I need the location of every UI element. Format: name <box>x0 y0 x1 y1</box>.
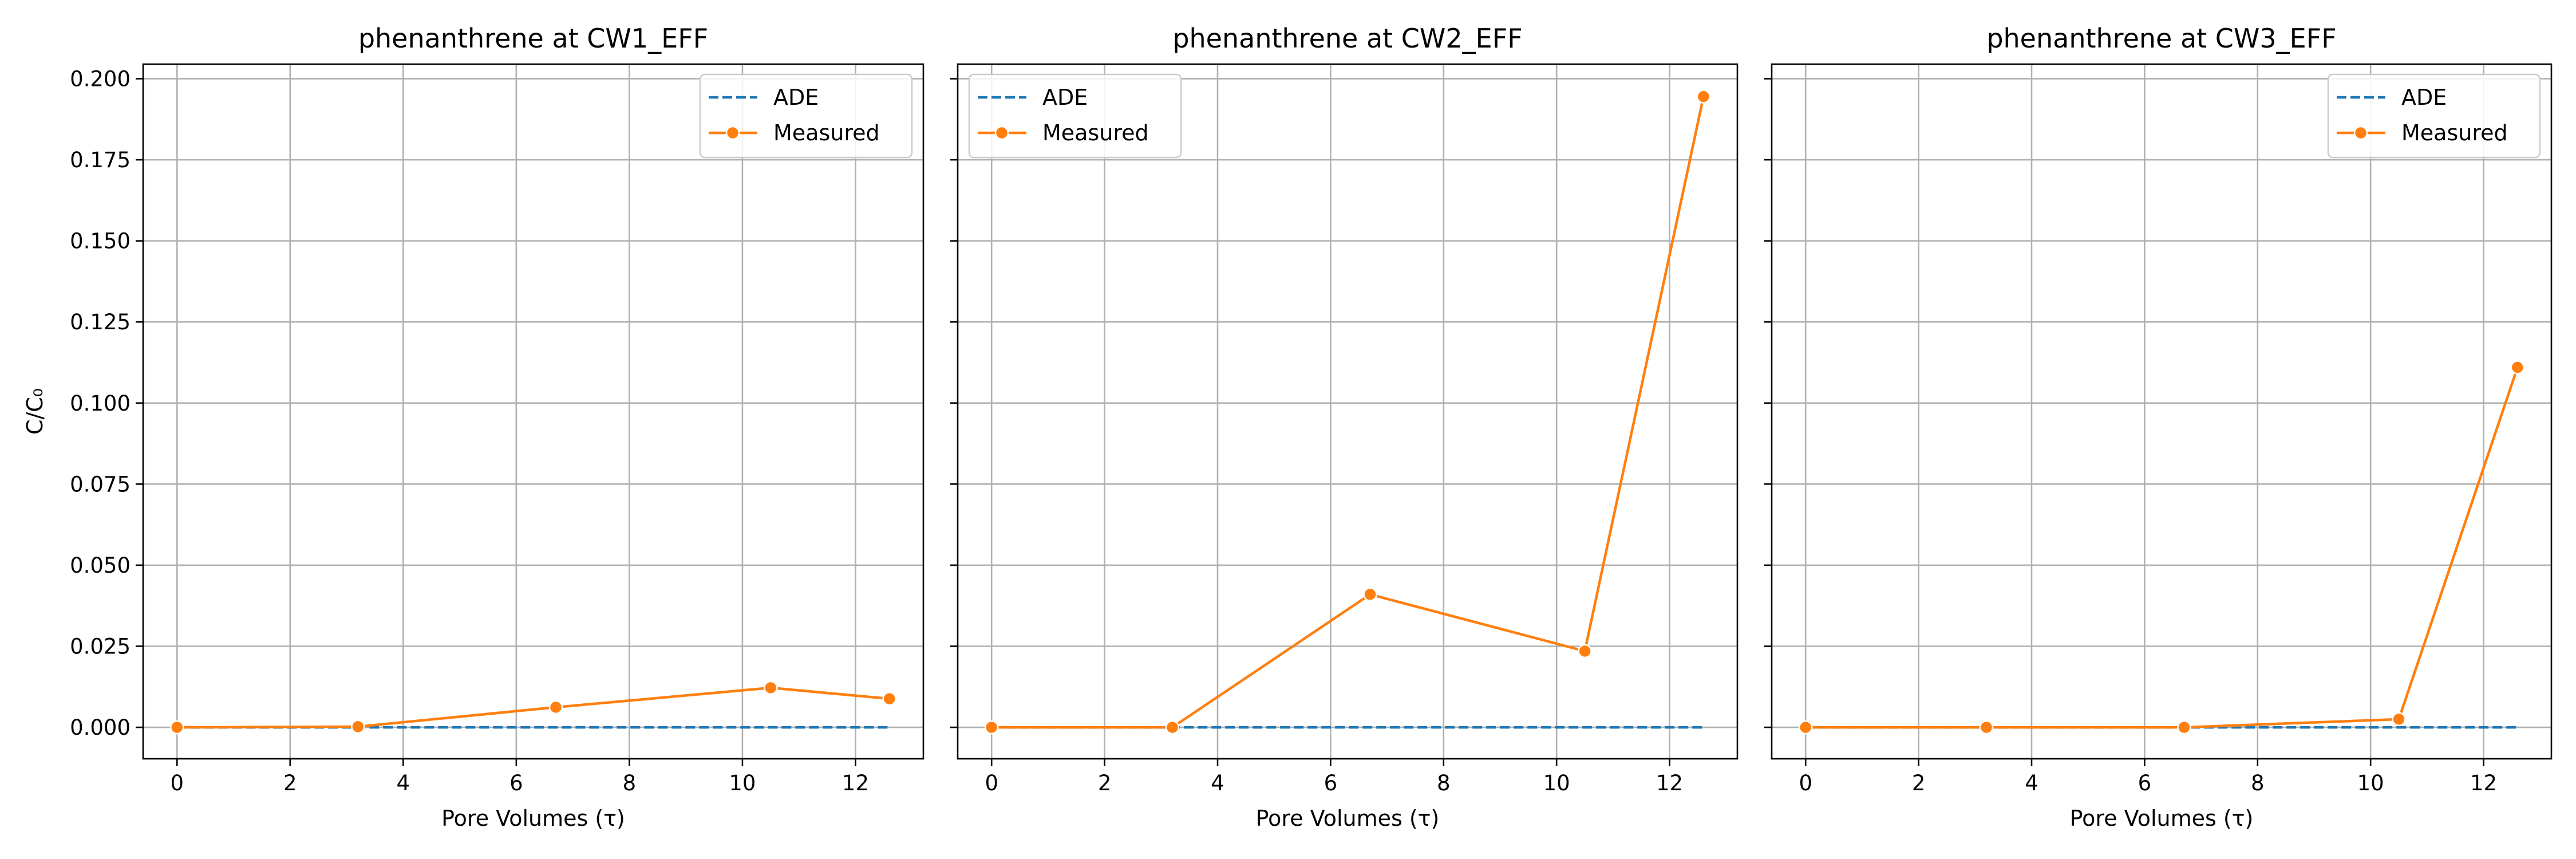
legend-label-ade: ADE <box>2401 85 2447 110</box>
x-tick-label: 0 <box>985 771 998 795</box>
data-point <box>2177 720 2191 735</box>
x-tick-label: 12 <box>842 771 869 795</box>
legend-label-measured: Measured <box>1042 120 1149 145</box>
data-point <box>1798 720 1813 735</box>
legend-box <box>2327 73 2541 159</box>
data-point <box>1696 89 1711 104</box>
chart-panel-1: 0 2 4 6 8 10 12 0.000 0.025 0.050 0.075 0.100 0.125 0… <box>22 23 924 831</box>
series-line-measured <box>177 686 890 729</box>
axes-frame <box>142 63 924 760</box>
x-tick-label: 10 <box>729 771 756 795</box>
series-line-measured <box>991 96 1705 729</box>
data-point <box>764 680 778 695</box>
axes-frame <box>1771 63 2553 760</box>
x-tick-label: 6 <box>509 771 523 795</box>
legend-marker <box>2353 125 2368 140</box>
data-point <box>984 720 999 735</box>
legend-box <box>699 73 913 159</box>
y-tick-label: 0.025 <box>70 634 131 659</box>
x-tick-label: 8 <box>1437 771 1451 795</box>
data-point <box>882 691 896 706</box>
y-tick-label: 0.200 <box>70 66 131 91</box>
legend-label-ade: ADE <box>1042 85 1088 110</box>
data-point <box>170 720 184 735</box>
chart-panel-2: 0 2 4 6 8 10 12 phenanthrene at CW2_EFF Pore Vol… <box>950 23 1739 831</box>
legend: ADE Measured <box>2327 73 2541 159</box>
x-tick-label: 6 <box>2138 771 2152 795</box>
legend-label-ade: ADE <box>773 85 819 110</box>
data-point <box>2392 712 2406 727</box>
chart-title: phenanthrene at CW3_EFF <box>1986 23 2336 54</box>
data-point <box>1363 587 1377 602</box>
data-point <box>1979 720 1994 735</box>
data-point <box>1165 720 1180 735</box>
x-tick-label: 0 <box>1799 771 1812 795</box>
chart-title: phenanthrene at CW1_EFF <box>358 23 708 54</box>
x-tick-label: 0 <box>170 771 184 795</box>
legend-marker <box>725 125 740 140</box>
legend: ADE Measured <box>699 73 913 159</box>
y-tick-label: 0.100 <box>70 391 131 416</box>
y-tick-label: 0.050 <box>70 553 131 578</box>
y-tick-label: 0.125 <box>70 310 131 334</box>
x-tick-label: 2 <box>1912 771 1926 795</box>
x-tick-label: 8 <box>2251 771 2265 795</box>
x-tick-label: 10 <box>2357 771 2384 795</box>
y-tick-label: 0.150 <box>70 229 131 254</box>
x-tick-label: 6 <box>1324 771 1338 795</box>
legend-marker <box>994 125 1009 140</box>
x-tick-label: 2 <box>283 771 297 795</box>
data-point <box>351 719 365 734</box>
x-tick-label: 4 <box>1211 771 1224 795</box>
x-tick-label: 10 <box>1543 771 1570 795</box>
y-axis-label: C/C₀ <box>22 388 48 435</box>
data-point <box>1578 644 1592 659</box>
x-tick-label: 4 <box>2025 771 2038 795</box>
legend: ADE Measured <box>968 73 1182 159</box>
x-tick-label: 2 <box>1098 771 1112 795</box>
series-line-measured <box>1805 367 2519 729</box>
legend-box <box>968 73 1182 159</box>
chart-panel-3: 0 2 4 6 8 10 12 phenanthrene at CW3_EFF Pore Vol… <box>1764 23 2553 831</box>
x-tick-label: 8 <box>623 771 637 795</box>
y-tick-label: 0.175 <box>70 148 131 172</box>
x-tick-label: 12 <box>2470 771 2497 795</box>
y-tick-label: 0.000 <box>70 715 131 740</box>
y-tick-label: 0.075 <box>70 472 131 497</box>
legend-label-measured: Measured <box>2401 120 2508 145</box>
axes-frame <box>957 63 1739 760</box>
x-axis-label: Pore Volumes (τ) <box>1256 806 1440 831</box>
data-point <box>2510 360 2525 375</box>
x-tick-label: 12 <box>1656 771 1683 795</box>
data-point <box>548 700 563 715</box>
x-axis-label: Pore Volumes (τ) <box>2070 806 2254 831</box>
chart-title: phenanthrene at CW2_EFF <box>1172 23 1522 54</box>
x-tick-label: 4 <box>397 771 410 795</box>
legend-label-measured: Measured <box>773 120 880 145</box>
x-axis-label: Pore Volumes (τ) <box>441 806 625 831</box>
